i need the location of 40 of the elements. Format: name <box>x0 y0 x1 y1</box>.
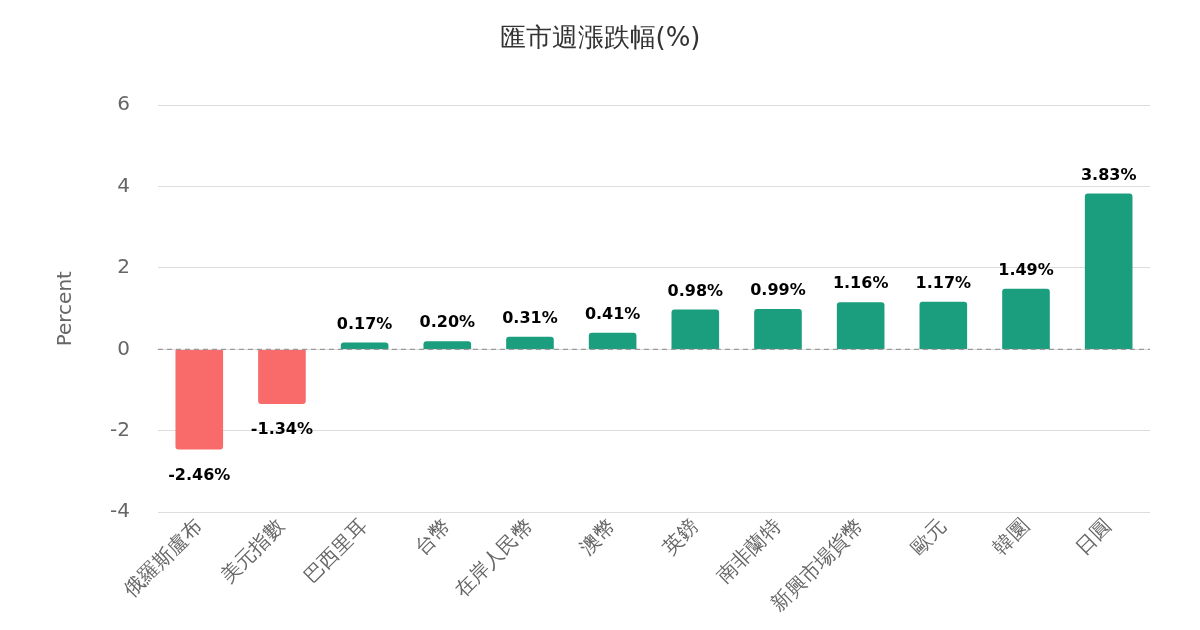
x-tick-label: 日圓 <box>1070 513 1116 560</box>
x-tick-label: 韓圜 <box>987 513 1034 560</box>
x-tick-label: 英鎊 <box>657 513 703 560</box>
bar <box>836 302 885 349</box>
x-tick-label: 美元指數 <box>215 513 290 588</box>
bar <box>919 301 968 349</box>
bar <box>258 349 306 404</box>
data-label: 1.49% <box>998 259 1054 279</box>
bar <box>1084 193 1133 349</box>
y-tick-label: 4 <box>117 172 130 197</box>
data-label: 1.16% <box>832 273 889 293</box>
bar <box>423 341 472 349</box>
data-label: 0.99% <box>750 280 806 300</box>
data-label: -1.34% <box>250 419 314 439</box>
y-tick-label: -4 <box>109 498 130 523</box>
x-tick-label: 南非蘭特 <box>711 513 786 588</box>
chart-title: 匯市週漲跌幅(%) <box>499 22 701 53</box>
bar <box>175 349 224 450</box>
y-tick-label: 6 <box>117 91 130 116</box>
bar <box>506 336 554 349</box>
y-axis-title: Percent <box>52 270 77 347</box>
data-label: 0.31% <box>502 307 558 327</box>
data-label: 0.17% <box>336 313 393 333</box>
x-tick-label: 歐元 <box>905 513 951 560</box>
y-tick-label: -2 <box>109 416 130 441</box>
data-label: 3.83% <box>1080 164 1137 184</box>
x-tick-label: 澳幣 <box>574 513 620 560</box>
y-tick-label: 2 <box>117 254 130 279</box>
y-tick-label: 0 <box>117 335 130 360</box>
bar <box>754 309 802 349</box>
data-label: 1.17% <box>915 272 972 292</box>
data-label: 0.41% <box>584 303 641 323</box>
x-tick-label: 巴西里耳 <box>298 513 372 588</box>
bar <box>671 309 720 349</box>
bar <box>1002 288 1050 349</box>
data-label: -2.46% <box>168 464 231 484</box>
bar <box>340 342 389 349</box>
data-label: 0.98% <box>667 280 724 300</box>
bar <box>588 332 637 349</box>
data-label: 0.20% <box>419 312 476 332</box>
